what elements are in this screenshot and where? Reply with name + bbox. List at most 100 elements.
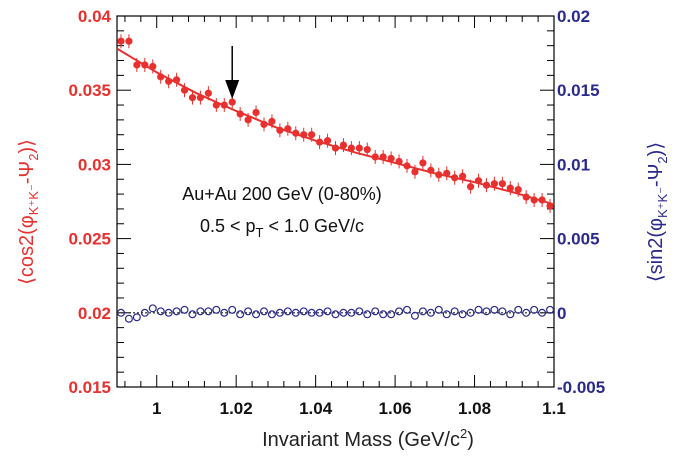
phi-mass-arrow: [225, 46, 240, 99]
right-tick-label: 0: [557, 304, 566, 323]
fit-curve: [116, 47, 555, 206]
axis-title-part: -Ψ: [645, 164, 667, 187]
sin2-data-point: [252, 310, 261, 319]
cos2-data-point: [268, 117, 276, 125]
sin2-data-point: [546, 305, 555, 314]
sin2-data-point: [514, 305, 523, 314]
cos2-data-point: [308, 131, 316, 139]
x-tick-label: 1.02: [220, 399, 253, 418]
cos2-data-point: [419, 159, 427, 167]
left-tick-label: 0.015: [68, 378, 111, 397]
sin2-data-point: [538, 308, 547, 317]
sin2-data-point: [395, 307, 404, 316]
cos2-data-point: [411, 168, 419, 176]
sin2-data-point: [196, 307, 205, 316]
sin2-data-point: [124, 314, 133, 323]
sin2-data-point: [466, 308, 475, 317]
sin2-data-point: [323, 307, 332, 316]
sin2-data-point: [331, 310, 340, 319]
sin2-data-point: [434, 305, 443, 314]
cos2-data-point: [323, 137, 332, 145]
sin2-data-point: [212, 305, 221, 314]
sin2-data-point: [140, 308, 149, 317]
axis-ticks: [117, 15, 555, 388]
axis-title-part: Invariant Mass (GeV/c: [262, 429, 460, 451]
cos2-data-point: [228, 98, 236, 106]
annotation-pt-range: 0.5 < pT < 1.0 GeV/c: [200, 216, 364, 240]
sin2-data-point: [426, 308, 435, 317]
sin2-data-point: [387, 310, 396, 319]
cos2-data-point: [355, 144, 363, 152]
axis-title-part: ⟨cos2(φ: [16, 215, 38, 285]
axis-title-part: K⁺K⁻: [655, 187, 670, 218]
y-right-axis-title: ⟨sin2(φK⁺K⁻-Ψ2)⟩: [645, 142, 670, 282]
sin2-data-point: [228, 305, 237, 314]
right-tick-label: 0.02: [557, 7, 590, 26]
left-tick-label: 0.025: [68, 230, 111, 249]
right-tick-labels: -0.005 0 0.005 0.01 0.015 0.02: [557, 7, 605, 397]
sin2-data-point: [291, 308, 300, 317]
sin2-data-point: [506, 310, 515, 319]
right-tick-label: 0.005: [557, 230, 600, 249]
sin2-data-point: [148, 304, 157, 313]
axis-title-part: 2: [26, 154, 41, 161]
y-left-axis-title: ⟨cos2(φK⁺K⁻-Ψ2)⟩: [16, 139, 41, 285]
axis-title-part: )⟩: [645, 142, 667, 156]
axis-title-part: 2: [460, 426, 467, 441]
sin2-data-point: [450, 307, 459, 316]
x-tick-label: 1.1: [542, 399, 566, 418]
sin2-data-point: [363, 310, 372, 319]
sin2-data-point: [244, 307, 253, 316]
sin2-data-point: [522, 308, 531, 317]
cos2-data-point: [459, 172, 467, 180]
cos2-data-point: [498, 180, 506, 188]
left-tick-label: 0.04: [78, 7, 112, 26]
sin2-data-point: [458, 310, 467, 319]
x-tick-label: 1.06: [379, 399, 412, 418]
cos2-data-point: [339, 141, 348, 149]
sin2-data-point: [156, 307, 165, 316]
x-tick-labels: 1 1.02 1.04 1.06 1.08 1.1: [152, 399, 566, 418]
cos2-data-point: [133, 61, 141, 69]
sin2-data-point: [267, 310, 276, 319]
sin2-data-point: [164, 308, 173, 317]
sin2-data-point: [371, 307, 380, 316]
cos2-data-point: [490, 180, 499, 188]
sin2-data-point: [315, 308, 324, 317]
sin2-data-point: [490, 305, 499, 314]
sin2-data-point: [530, 305, 539, 314]
sin2-data-point: [132, 313, 141, 322]
right-tick-label: -0.005: [557, 378, 605, 397]
sin2-data-point: [188, 310, 197, 319]
cos2-data-point: [188, 94, 197, 102]
sin2-data-point: [355, 307, 364, 316]
cos2-data-point: [387, 154, 395, 163]
x-axis-title: Invariant Mass (GeV/c2): [262, 426, 474, 451]
sin2-data-point: [339, 308, 348, 317]
cos2-data-point: [363, 145, 371, 154]
right-tick-label: 0.01: [557, 155, 590, 174]
axis-title-part: ⟨sin2(φ: [645, 218, 667, 282]
sin2-data-point: [442, 310, 451, 319]
cos2-data-point: [244, 116, 252, 124]
axis-title-part: )⟩: [16, 139, 38, 153]
left-tick-label: 0.03: [78, 155, 111, 174]
left-tick-label: 0.035: [68, 81, 111, 100]
axis-title-part: ): [467, 429, 474, 451]
sin2-data-point: [220, 308, 229, 317]
sin2-data-point: [347, 308, 356, 317]
sin2-data-point: [283, 307, 292, 316]
right-tick-label: 0.015: [557, 81, 600, 100]
cos2-data-point: [117, 37, 125, 45]
axis-title-part: K⁺K⁻: [26, 184, 41, 215]
left-tick-labels: 0.015 0.02 0.025 0.03 0.035 0.04: [68, 7, 111, 397]
plot-area-border: [116, 15, 555, 388]
annotation-collision-system: Au+Au 200 GeV (0-80%): [182, 184, 382, 204]
sin2-data-point: [379, 310, 388, 319]
axis-title-part: T: [256, 225, 264, 240]
sin2-data-point: [172, 307, 181, 316]
x-tick-label: 1.08: [458, 399, 491, 418]
cos2-data-point: [466, 183, 475, 191]
sin2-data-point: [299, 307, 308, 316]
